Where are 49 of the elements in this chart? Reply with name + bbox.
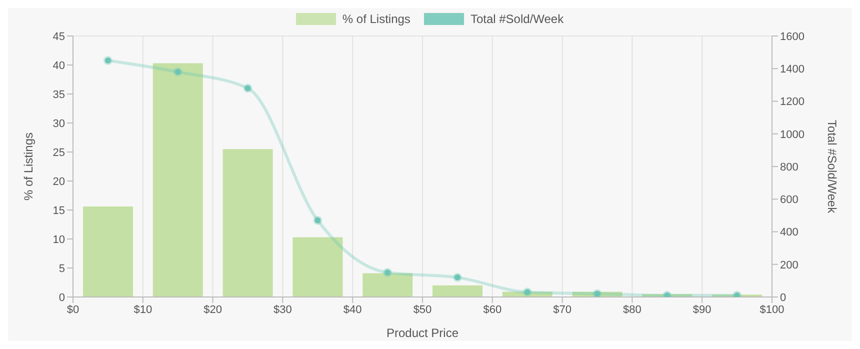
point xyxy=(522,288,532,297)
x-tick-label: $10 xyxy=(134,304,152,316)
x-tick-label: $40 xyxy=(343,304,362,316)
bar xyxy=(222,149,273,297)
y2-tick-label: 600 xyxy=(780,194,798,206)
y2-tick-label: 800 xyxy=(780,161,798,174)
x-tick-label: $60 xyxy=(483,304,502,316)
legend-label: % of Listings xyxy=(342,12,410,26)
bar xyxy=(292,237,343,297)
y2-tick-label: 1000 xyxy=(780,128,804,141)
y-tick-label: 15 xyxy=(52,204,65,217)
y-tick-label: 30 xyxy=(52,118,65,130)
y2-tick-label: 0 xyxy=(780,292,786,304)
y-tick-label: 5 xyxy=(58,262,65,275)
bar xyxy=(362,273,413,297)
bar xyxy=(432,285,482,297)
x-tick-label: $90 xyxy=(692,304,712,316)
x-tick-label: $50 xyxy=(413,304,432,316)
point xyxy=(383,268,392,278)
y2-tick-label: 1600 xyxy=(780,30,804,43)
y-axis-title: % of Listings xyxy=(21,132,36,201)
y2-tick-label: 200 xyxy=(780,259,798,272)
y-tick-label: 45 xyxy=(52,30,65,43)
x-tick-label: $0 xyxy=(66,304,80,316)
y-tick-label: 10 xyxy=(52,234,65,246)
x-axis-title: Product Price xyxy=(386,326,459,340)
point xyxy=(452,272,462,282)
y2-axis-title: Total #Sold/Week xyxy=(824,120,839,214)
x-tick-label: $70 xyxy=(553,304,572,316)
point xyxy=(313,216,322,225)
y-tick-label: 35 xyxy=(52,88,65,101)
bar xyxy=(152,63,203,297)
x-tick-label: $100 xyxy=(760,304,784,316)
y2-tick-label: 1200 xyxy=(780,96,804,108)
point xyxy=(103,56,112,65)
legend-label: Total #Sold/Week xyxy=(470,12,564,26)
y2-tick-label: 1400 xyxy=(780,64,804,76)
y-tick-label: 40 xyxy=(52,60,65,72)
point xyxy=(173,67,182,76)
point xyxy=(243,84,252,93)
y-tick-label: 0 xyxy=(58,292,65,304)
y-tick-label: 20 xyxy=(52,176,65,188)
bar xyxy=(83,206,133,297)
x-tick-label: $80 xyxy=(623,304,642,316)
x-tick-label: $20 xyxy=(204,304,222,316)
y-tick-label: 25 xyxy=(52,146,65,159)
x-tick-label: $30 xyxy=(274,304,292,316)
point xyxy=(592,289,602,297)
y2-tick-label: 400 xyxy=(780,226,798,239)
